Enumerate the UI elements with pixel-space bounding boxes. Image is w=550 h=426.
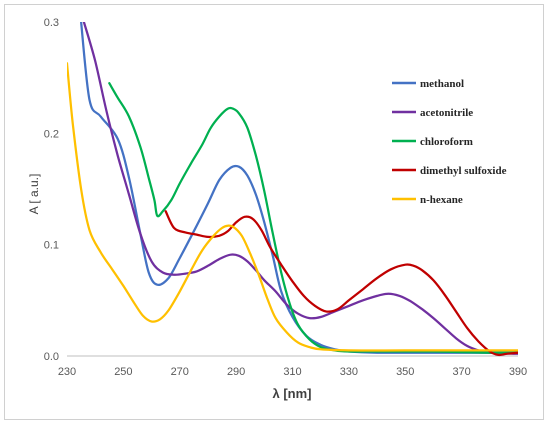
legend-label-n-hexane: n-hexane [420, 194, 463, 206]
legend-label-methanol: methanol [420, 78, 464, 90]
x-tick-label: 350 [396, 366, 414, 378]
y-tick-label: 0.1 [44, 240, 59, 252]
series-line-n-hexane [67, 62, 518, 352]
x-tick-label: 310 [283, 366, 301, 378]
x-tick-label: 290 [227, 366, 245, 378]
y-tick-label: 0.2 [44, 128, 59, 140]
legend-label-acetonitrile: acetonitrile [420, 107, 473, 119]
y-tick-label: 0.0 [44, 351, 59, 363]
series-line-acetonitrile [82, 22, 518, 355]
series-line-dimethyl-sulfoxide [164, 210, 518, 357]
legend: methanol acetonitrile chloroform dimethyl s… [392, 78, 507, 206]
x-tick-label: 250 [114, 366, 132, 378]
x-axis-title: λ [nm] [273, 386, 312, 401]
y-tick-label: 0.3 [44, 17, 59, 29]
x-tick-label: 230 [58, 366, 76, 378]
series-line-methanol [79, 22, 518, 354]
legend-label-chloroform: chloroform [420, 136, 473, 148]
x-tick-label: 330 [340, 366, 358, 378]
x-tick-label: 370 [452, 366, 470, 378]
y-axis-title: A [ a.u.] [27, 174, 41, 215]
x-tick-label: 390 [509, 366, 527, 378]
x-tick-label: 270 [171, 366, 189, 378]
legend-label-dimethyl-sulfoxide: dimethyl sulfoxide [420, 165, 507, 177]
